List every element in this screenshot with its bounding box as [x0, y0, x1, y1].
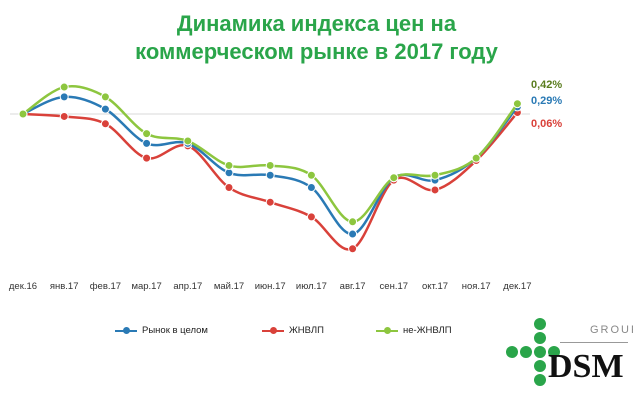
- data-point: [348, 217, 358, 227]
- data-point: [100, 119, 110, 129]
- logo-dot: [520, 346, 532, 358]
- x-tick-label: дек.16: [9, 281, 37, 292]
- legend-swatch-non-zhnvlp: [376, 326, 398, 335]
- data-point: [389, 173, 399, 183]
- data-point: [100, 92, 110, 102]
- data-point: [265, 197, 275, 207]
- data-point: [142, 153, 152, 163]
- x-tick-label: июн.17: [255, 281, 286, 292]
- logo-dot: [534, 360, 546, 372]
- logo-dot: [534, 374, 546, 386]
- data-point: [430, 170, 440, 180]
- chart-title-line2: коммерческом рынке в 2017 году: [135, 39, 498, 64]
- data-point: [224, 168, 234, 178]
- x-tick-label: сен.17: [380, 281, 409, 292]
- legend-label-zhnvlp: ЖНВЛП: [289, 325, 324, 336]
- data-point: [348, 229, 358, 239]
- data-point: [18, 109, 28, 119]
- chart-title-line1: Динамика индекса цен на: [176, 11, 457, 36]
- logo-dot: [506, 346, 518, 358]
- legend-swatch-zhnvlp: [262, 326, 284, 335]
- data-point: [224, 160, 234, 170]
- data-point: [430, 185, 440, 195]
- logo-name: DSM: [548, 348, 624, 385]
- x-tick-label: июл.17: [296, 281, 327, 292]
- x-tick-label: окт.17: [422, 281, 448, 292]
- data-point: [59, 92, 69, 102]
- legend-item-zhnvlp: ЖНВЛП: [262, 325, 324, 336]
- data-point: [142, 129, 152, 139]
- x-tick-label: дек.17: [503, 281, 531, 292]
- end-value-label: 0,29%: [531, 95, 562, 107]
- x-tick-label: мар.17: [131, 281, 161, 292]
- data-point: [348, 244, 358, 254]
- logo-dot: [534, 346, 546, 358]
- legend-label-market: Рынок в целом: [142, 325, 208, 336]
- logo-dot: [548, 346, 560, 358]
- x-tick-label: ноя.17: [462, 281, 491, 292]
- end-value-label: 0,42%: [531, 79, 562, 91]
- data-point: [306, 183, 316, 192]
- data-point: [306, 212, 316, 222]
- data-point: [183, 136, 193, 146]
- data-point: [512, 99, 522, 109]
- logo-divider: [560, 342, 628, 343]
- x-tick-label: май.17: [214, 281, 244, 292]
- x-tick-label: апр.17: [173, 281, 202, 292]
- logo-dot: [534, 318, 546, 330]
- x-tick-label: янв.17: [50, 281, 79, 292]
- data-point: [59, 111, 69, 121]
- x-tick-label: авг.17: [340, 281, 366, 292]
- x-tick-label: фев.17: [90, 281, 121, 292]
- dsm-group-logo: GROUP DSM: [506, 318, 633, 388]
- data-point: [224, 183, 234, 192]
- data-point: [100, 104, 110, 114]
- legend-item-non-zhnvlp: не-ЖНВЛП: [376, 325, 452, 336]
- data-point: [59, 82, 69, 92]
- legend-item-market: Рынок в целом: [115, 325, 208, 336]
- series-line: [22, 111, 519, 251]
- data-point: [265, 170, 275, 180]
- data-point: [306, 170, 316, 180]
- end-value-label: 0,06%: [531, 118, 562, 130]
- legend-swatch-market: [115, 326, 137, 335]
- legend-label-non-zhnvlp: не-ЖНВЛП: [403, 325, 452, 336]
- logo-group-text: GROUP: [590, 324, 633, 336]
- logo-dot: [534, 332, 546, 344]
- data-point: [142, 138, 152, 148]
- data-point: [471, 153, 481, 163]
- data-point: [265, 160, 275, 170]
